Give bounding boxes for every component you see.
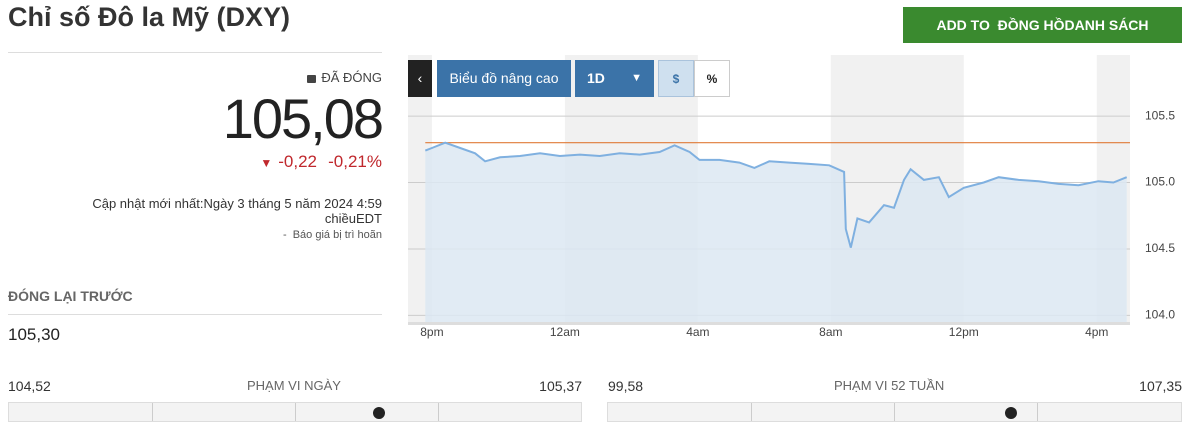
y-tick-label: 104.5 [1145, 241, 1175, 255]
x-tick-label: 8pm [420, 325, 443, 339]
range-label: PHẠM VI 52 TUẦN [834, 378, 945, 393]
range-bar [607, 402, 1182, 422]
prev-close-value: 105,30 [8, 325, 60, 344]
range-marker [1005, 407, 1017, 419]
dropdown-arrow: ▼ [631, 72, 642, 84]
divider [8, 314, 382, 315]
change-percent: -0,21% [328, 152, 382, 171]
y-tick-label: 105.0 [1145, 175, 1175, 189]
x-tick-label: 4am [686, 325, 709, 339]
tick [438, 403, 439, 421]
x-tick-label: 4pm [1085, 325, 1108, 339]
tick [894, 403, 895, 421]
add-watchlist-button[interactable]: ADD TO ĐỒNG HỒDANH SÁCH [903, 7, 1182, 43]
x-tick-label: 12pm [949, 325, 979, 339]
prev-close-label: ĐÓNG LẠI TRƯỚC [8, 288, 133, 304]
period-text: 1D [587, 70, 605, 86]
updated-time: Cập nhật mới nhất:Ngày 3 tháng 5 năm 202… [92, 196, 382, 226]
collapse-button[interactable]: ‹ [408, 60, 432, 97]
market-status: ĐÃ ĐÓNG [307, 70, 382, 85]
tick [1037, 403, 1038, 421]
x-axis-band [408, 322, 1130, 325]
advanced-chart-button[interactable]: Biểu đồ nâng cao [437, 60, 571, 97]
down-arrow: ▼ [260, 156, 273, 170]
area [425, 142, 1127, 322]
y-tick-label: 104.0 [1145, 308, 1175, 322]
y-tick-label: 105.5 [1145, 108, 1175, 122]
tick [295, 403, 296, 421]
delay-note: - Báo giá bị trì hoãn [282, 229, 382, 241]
range-bar [8, 402, 582, 422]
percent-toggle[interactable]: % [694, 60, 730, 97]
price-line [424, 141, 1128, 248]
change-value: -0,22 [278, 152, 317, 171]
range-high: 107,35 [1139, 378, 1182, 394]
tick [152, 403, 153, 421]
divider [8, 52, 382, 53]
range-high: 105,37 [539, 378, 582, 394]
status-text: ĐÃ ĐÓNG [321, 70, 382, 85]
x-tick-label: 12am [550, 325, 580, 339]
range-marker [373, 407, 385, 419]
range-low: 104,52 [8, 378, 51, 394]
lock-icon [307, 75, 317, 83]
range-label: PHẠM VI NGÀY [247, 378, 341, 393]
period-select[interactable]: 1D ▼ [575, 60, 654, 97]
tick [751, 403, 752, 421]
dollar-toggle[interactable]: $ [658, 60, 694, 97]
range-low: 99,58 [608, 378, 644, 394]
price: 105,08 [222, 87, 384, 150]
change: ▼ -0,22 [260, 152, 317, 172]
x-tick-label: 8am [819, 325, 842, 339]
page-title: Chỉ số Đô la Mỹ (DXY) [8, 2, 291, 32]
